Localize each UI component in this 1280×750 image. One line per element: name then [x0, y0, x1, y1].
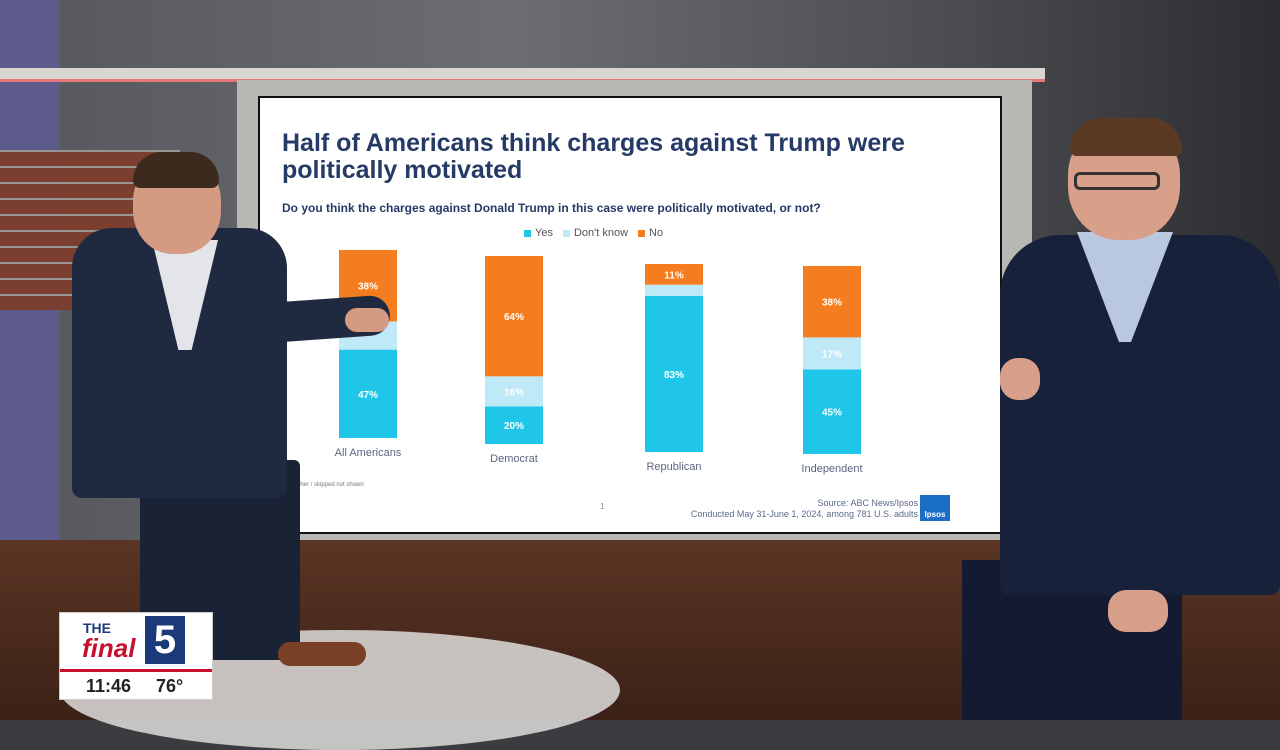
category-label: Republican: [646, 461, 701, 473]
presenter-left-hand: [345, 308, 389, 332]
bug-time: 11:46: [86, 676, 132, 696]
bar-all-americans-yes: [339, 349, 397, 438]
legend-swatch-dont-know: [562, 229, 570, 237]
legend-swatch-no: [638, 229, 646, 237]
legend-item-yes: Yes: [524, 227, 553, 239]
category-label: Independent: [801, 463, 862, 475]
legend-item-no: No: [638, 227, 663, 239]
data-label: 83%: [664, 370, 684, 381]
presenter-right-hand-left: [1000, 358, 1040, 400]
ipsos-logo: Ipsos: [920, 495, 950, 521]
bar-republican-don-t-know: [645, 284, 703, 296]
data-label: 11%: [664, 270, 684, 281]
presenter-right-hand-right: [1108, 590, 1168, 632]
bar-democrat-no: [485, 256, 543, 377]
glasses-icon: [1074, 172, 1160, 190]
bar-independent-yes: [803, 369, 861, 454]
bug-channel-number: 5: [145, 616, 185, 664]
data-label: 16%: [504, 387, 524, 398]
bar-democrat-yes: [485, 406, 543, 444]
data-label: 20%: [504, 421, 524, 432]
bar-republican-yes: [645, 295, 703, 452]
legend-swatch-yes: [524, 229, 531, 237]
source-line-1: Source: ABC News/Ipsos: [817, 498, 918, 508]
bar-republican-no: [645, 264, 703, 285]
data-label: 17%: [822, 349, 842, 360]
chart-legend: Yes Don't know No: [524, 227, 663, 239]
data-label: 38%: [822, 298, 842, 309]
legend-label-dont-know: Don't know: [573, 227, 629, 239]
slide-footnote: * Other / skipped not shown: [290, 482, 364, 488]
slide-title: Half of Americans think charges against …: [282, 129, 905, 184]
slide-page-number: 1: [600, 502, 605, 511]
category-label: Democrat: [490, 453, 538, 465]
presenter-left-hair: [133, 152, 219, 188]
legend-label-no: No: [649, 227, 664, 239]
slide-source: Source: ABC News/Ipsos Conducted May 31-…: [691, 498, 918, 520]
station-logo-bug: THE final 5 11:46 76°: [59, 612, 213, 700]
bug-the-text: THE: [83, 620, 111, 636]
bar-independent-no: [803, 266, 861, 338]
source-line-2: Conducted May 31-June 1, 2024, among 781…: [690, 509, 918, 519]
bug-divider: [60, 669, 212, 672]
presenter-left-shoe: [278, 642, 366, 666]
bug-temperature: 76°: [156, 676, 184, 696]
presenter-right-hair: [1070, 118, 1182, 156]
bug-final-text: final: [82, 633, 136, 663]
bar-democrat-don-t-know: [485, 376, 543, 407]
data-label: 45%: [822, 408, 842, 419]
studio-ledge: [0, 68, 1045, 82]
slide-question: Do you think the charges against Donald …: [282, 201, 821, 215]
legend-label-yes: Yes: [535, 227, 553, 239]
data-label: 38%: [358, 282, 378, 293]
legend-item-dont-know: Don't know: [562, 227, 629, 239]
category-label: All Americans: [335, 447, 402, 459]
bar-independent-don-t-know: [803, 337, 861, 370]
data-label: 47%: [358, 390, 378, 401]
data-label: 64%: [504, 312, 524, 323]
